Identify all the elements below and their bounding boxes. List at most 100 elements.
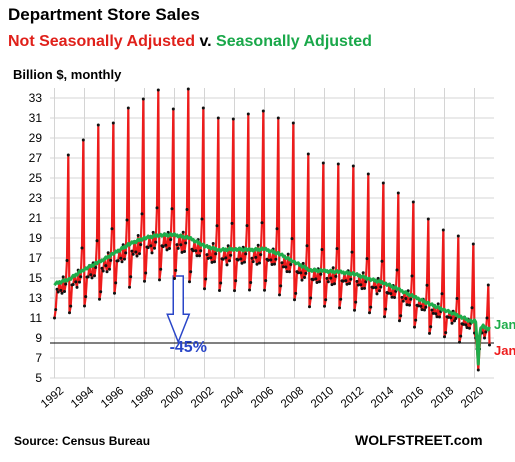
nsa-point bbox=[485, 316, 489, 320]
sa-line bbox=[53, 232, 491, 366]
subtitle-nsa: Not Seasonally Adjusted bbox=[8, 33, 195, 50]
y-tick-label: 9 bbox=[35, 331, 42, 345]
nsa-point bbox=[120, 260, 124, 264]
nsa-point bbox=[380, 259, 384, 263]
nsa-point bbox=[108, 267, 111, 271]
nsa-point bbox=[79, 275, 83, 279]
nsa-point bbox=[476, 368, 480, 372]
nsa-point bbox=[279, 284, 283, 288]
nsa-point bbox=[261, 109, 265, 113]
nsa-point bbox=[243, 260, 246, 264]
nsa-point bbox=[368, 311, 371, 315]
nsa-point bbox=[484, 330, 488, 334]
nsa-point bbox=[254, 255, 258, 259]
x-tick-label: 2014 bbox=[369, 384, 397, 410]
nsa-point bbox=[101, 269, 105, 273]
series-nsa bbox=[53, 87, 491, 372]
nsa-point bbox=[488, 343, 491, 347]
nsa-point bbox=[246, 112, 250, 116]
nsa-point bbox=[435, 315, 439, 319]
nsa-point bbox=[318, 280, 321, 284]
nsa-point bbox=[229, 253, 233, 257]
nsa-point bbox=[244, 252, 248, 256]
nsa-point bbox=[363, 286, 366, 290]
gridlines bbox=[50, 88, 494, 379]
nsa-point bbox=[349, 277, 353, 281]
nsa-point bbox=[365, 257, 369, 261]
x-tick-label: 2020 bbox=[459, 385, 486, 411]
nsa-point bbox=[134, 250, 138, 254]
nsa-point bbox=[285, 270, 289, 274]
nsa-point bbox=[136, 234, 140, 237]
x-tick-label: 2004 bbox=[219, 384, 247, 410]
nsa-point bbox=[113, 291, 116, 295]
x-tick-label: 2000 bbox=[159, 385, 186, 411]
nsa-point bbox=[396, 191, 400, 195]
nsa-point bbox=[458, 340, 461, 344]
nsa-point bbox=[258, 261, 261, 265]
nsa-point bbox=[355, 279, 359, 283]
nsa-point bbox=[156, 88, 160, 92]
nsa-point bbox=[425, 283, 429, 287]
nsa-point bbox=[146, 246, 150, 250]
nsa-point bbox=[234, 279, 238, 283]
nsa-point bbox=[350, 250, 354, 254]
y-tick-label: 15 bbox=[29, 271, 43, 285]
nsa-point bbox=[446, 315, 450, 319]
nsa-point bbox=[438, 315, 441, 319]
nsa-point bbox=[109, 258, 113, 262]
nsa-point bbox=[284, 265, 288, 269]
nsa-point bbox=[356, 283, 360, 287]
y-tick-label: 23 bbox=[29, 191, 43, 205]
nsa-point bbox=[144, 271, 148, 275]
x-tick-label: 2008 bbox=[279, 385, 306, 411]
nsa-point bbox=[225, 263, 229, 267]
nsa-point bbox=[86, 275, 90, 279]
y-tick-label: 7 bbox=[35, 351, 42, 365]
nsa-point bbox=[331, 266, 335, 270]
nsa-point bbox=[344, 279, 348, 283]
nsa-point bbox=[413, 325, 416, 329]
nsa-point bbox=[465, 326, 469, 330]
nsa-point bbox=[321, 161, 325, 165]
nsa-point bbox=[420, 308, 424, 312]
nsa-point bbox=[80, 246, 84, 250]
annotation-layer bbox=[50, 275, 494, 345]
y-tick-label: 5 bbox=[35, 371, 42, 385]
x-tick-label: 2010 bbox=[309, 385, 336, 411]
nsa-point bbox=[381, 181, 385, 185]
nsa-point bbox=[429, 325, 433, 329]
y-tick-label: 29 bbox=[29, 131, 43, 145]
nsa-point bbox=[260, 221, 264, 225]
nsa-point bbox=[240, 261, 244, 265]
nsa-point bbox=[409, 297, 413, 301]
nsa-point bbox=[95, 239, 99, 243]
nsa-point bbox=[300, 278, 304, 282]
nsa-point bbox=[175, 243, 179, 247]
nsa-point bbox=[400, 295, 404, 299]
nsa-point bbox=[281, 265, 285, 269]
nsa-point bbox=[183, 250, 186, 253]
nsa-point bbox=[255, 262, 259, 266]
nsa-point bbox=[189, 270, 193, 274]
nsa-jan-label: Jan bbox=[494, 343, 515, 358]
nsa-point bbox=[90, 276, 94, 280]
nsa-point bbox=[291, 121, 295, 125]
nsa-point bbox=[135, 254, 139, 258]
nsa-point bbox=[461, 322, 465, 326]
nsa-point bbox=[218, 289, 221, 292]
brand-logo: WOLFSTREET.com bbox=[355, 432, 483, 448]
nsa-point bbox=[110, 227, 114, 231]
nsa-point bbox=[56, 290, 60, 294]
nsa-point bbox=[441, 228, 445, 232]
nsa-point bbox=[155, 206, 159, 210]
nsa-point bbox=[341, 279, 345, 283]
nsa-point bbox=[414, 318, 418, 322]
nsa-point bbox=[371, 286, 375, 290]
nsa-point bbox=[431, 311, 435, 315]
nsa-point bbox=[203, 287, 206, 291]
nsa-point bbox=[78, 280, 81, 284]
nsa-point bbox=[266, 258, 270, 262]
nsa-point bbox=[406, 289, 410, 293]
